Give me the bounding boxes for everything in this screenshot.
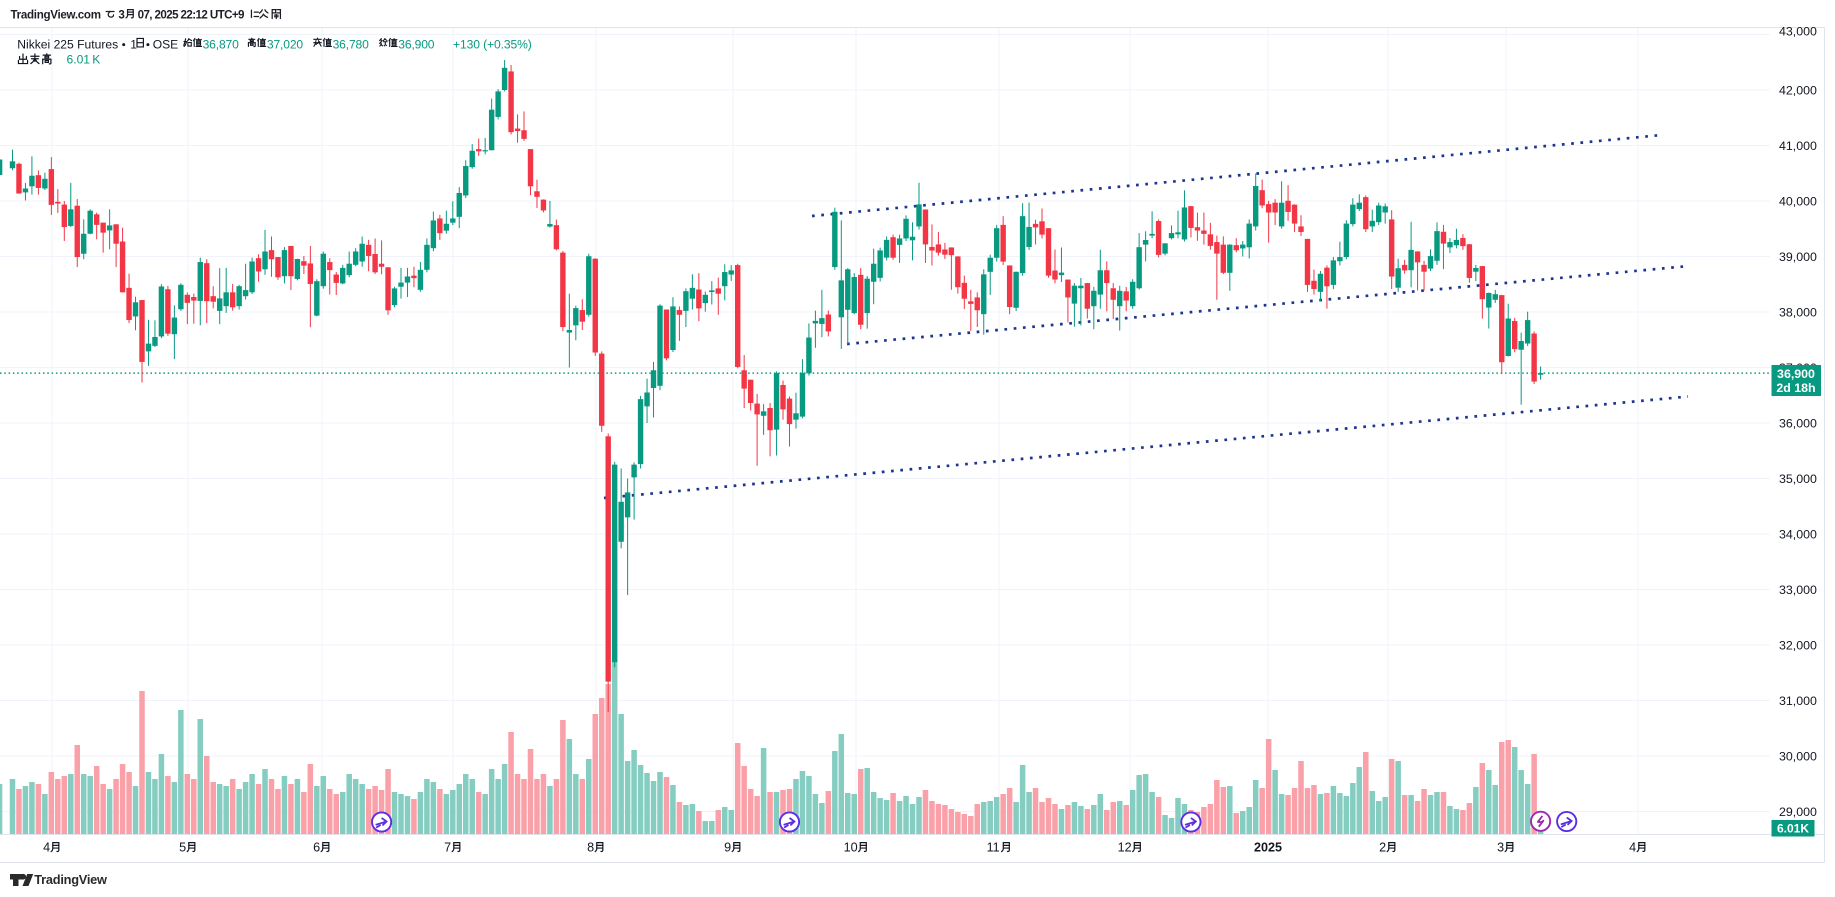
svg-text:34,000: 34,000 <box>1779 527 1817 541</box>
svg-text:31,000: 31,000 <box>1779 694 1817 708</box>
svg-text:42,000: 42,000 <box>1779 83 1817 97</box>
svg-text:TradingView: TradingView <box>34 872 107 887</box>
svg-text:36,870: 36,870 <box>203 38 240 52</box>
svg-text:1: 1 <box>130 38 137 52</box>
svg-text:6.01: 6.01 <box>67 52 91 66</box>
svg-text:41,000: 41,000 <box>1779 139 1817 153</box>
svg-text:11: 11 <box>987 841 1000 855</box>
svg-text:2025: 2025 <box>1254 841 1282 855</box>
svg-text:30,000: 30,000 <box>1779 749 1817 763</box>
svg-text:+130 (+0.35%): +130 (+0.35%) <box>453 38 532 52</box>
svg-text:6.01K: 6.01K <box>1777 822 1809 836</box>
svg-text:40,000: 40,000 <box>1779 194 1817 208</box>
svg-text:4: 4 <box>1629 841 1636 855</box>
svg-text:6: 6 <box>313 841 320 855</box>
svg-text:OSE: OSE <box>153 38 179 52</box>
svg-text:2d 18h: 2d 18h <box>1776 381 1815 395</box>
svg-text:35,000: 35,000 <box>1779 472 1817 486</box>
svg-text:7: 7 <box>444 841 451 855</box>
svg-text:33,000: 33,000 <box>1779 583 1817 597</box>
svg-text:K: K <box>92 52 100 66</box>
svg-text:10: 10 <box>844 841 858 855</box>
svg-text:3: 3 <box>1497 841 1504 855</box>
svg-text:36,900: 36,900 <box>1777 367 1815 381</box>
svg-text:43,000: 43,000 <box>1779 24 1817 38</box>
svg-text:37,020: 37,020 <box>267 38 304 52</box>
svg-text:4: 4 <box>43 841 50 855</box>
svg-text:TradingView.com: TradingView.com <box>11 9 101 22</box>
svg-text:9: 9 <box>724 841 731 855</box>
svg-text:38,000: 38,000 <box>1779 305 1817 319</box>
svg-text:12: 12 <box>1118 841 1132 855</box>
svg-text:36,900: 36,900 <box>398 38 435 52</box>
svg-text:8: 8 <box>587 841 594 855</box>
svg-text:3: 3 <box>118 9 125 22</box>
svg-text:32,000: 32,000 <box>1779 638 1817 652</box>
svg-text:36,780: 36,780 <box>333 38 370 52</box>
svg-text:Nikkei 225 Futures: Nikkei 225 Futures <box>17 38 118 52</box>
svg-text:5: 5 <box>179 841 186 855</box>
svg-text:07, 2025 22:12 UTC+9: 07, 2025 22:12 UTC+9 <box>138 9 245 22</box>
svg-text:36,000: 36,000 <box>1779 416 1817 430</box>
svg-text:2: 2 <box>1379 841 1386 855</box>
svg-text:39,000: 39,000 <box>1779 250 1817 264</box>
svg-text:29,000: 29,000 <box>1779 805 1817 819</box>
